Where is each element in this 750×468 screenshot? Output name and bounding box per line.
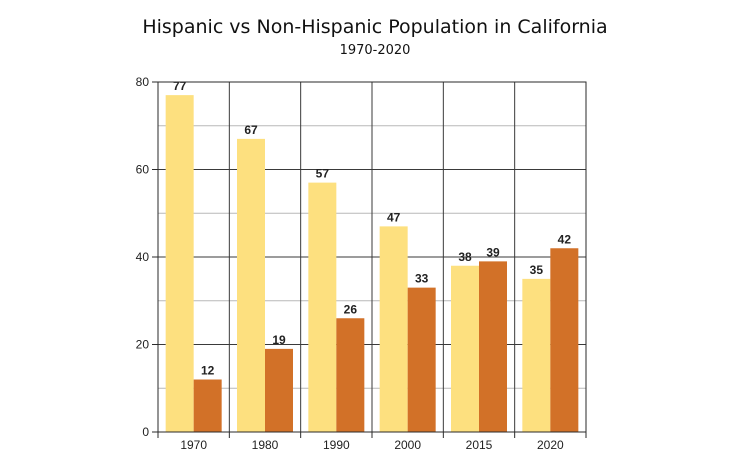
x-tick-label: 2015 (466, 438, 493, 452)
x-tick-label: 2020 (537, 438, 564, 452)
data-label: 35 (530, 263, 544, 277)
y-tick-label: 80 (136, 75, 150, 89)
x-tick-label: 1980 (252, 438, 279, 452)
bar (479, 261, 507, 432)
data-label: 38 (458, 250, 472, 264)
data-label: 33 (415, 272, 429, 286)
x-tick-label: 1970 (180, 438, 207, 452)
data-label: 12 (201, 364, 215, 378)
y-tick-label: 60 (136, 163, 150, 177)
bar (265, 348, 293, 432)
data-label: 19 (272, 333, 286, 347)
bar (407, 287, 436, 432)
bar (522, 278, 551, 432)
bar (451, 265, 479, 432)
bar (308, 182, 337, 432)
data-label: 47 (387, 210, 401, 224)
bar (379, 226, 408, 432)
bar (550, 248, 579, 432)
bar (193, 379, 222, 432)
bar (165, 95, 194, 432)
data-label: 77 (173, 79, 187, 93)
x-tick-label: 2000 (394, 438, 421, 452)
y-tick-label: 20 (136, 338, 150, 352)
x-tick-label: 1990 (323, 438, 350, 452)
bar (237, 138, 265, 432)
chart-subtitle: 1970-2020 (339, 43, 411, 58)
data-label: 67 (244, 123, 258, 137)
bar (336, 318, 365, 432)
y-tick-label: 0 (142, 425, 149, 439)
chart-title: Hispanic vs Non-Hispanic Population in C… (142, 16, 608, 38)
data-label: 39 (486, 245, 500, 259)
data-label: 26 (344, 302, 358, 316)
data-label: 57 (316, 167, 330, 181)
y-tick-label: 40 (136, 250, 150, 264)
data-label: 42 (558, 232, 572, 246)
